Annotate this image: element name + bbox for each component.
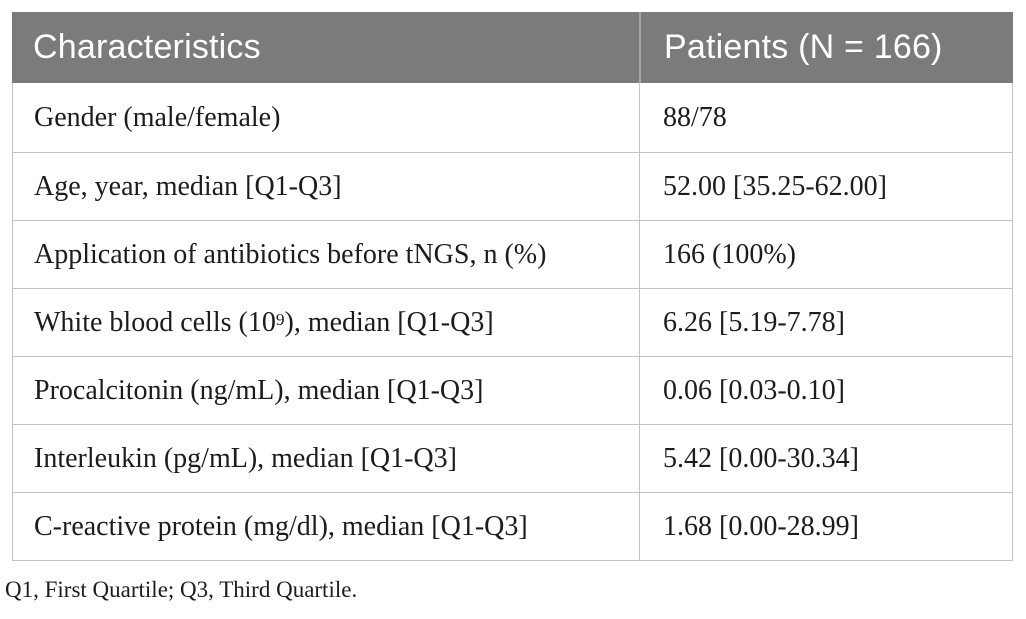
table-row-procalcitonin: Procalcitonin (ng/mL), median [Q1-Q3] 0.… bbox=[13, 356, 1012, 424]
row-value: 52.00 [35.25-62.00] bbox=[663, 170, 887, 202]
table-footnote: Q1, First Quartile; Q3, Third Quartile. bbox=[5, 577, 358, 602]
row-label: Interleukin (pg/mL), median [Q1-Q3] bbox=[13, 425, 640, 492]
row-label: C-reactive protein (mg/dl), median [Q1-Q… bbox=[13, 493, 640, 560]
row-label-text: Interleukin (pg/mL), median [Q1-Q3] bbox=[34, 442, 457, 474]
row-label: Age, year, median [Q1-Q3] bbox=[13, 153, 640, 220]
table-body: Gender (male/female) 88/78 Age, year, me… bbox=[12, 83, 1013, 561]
row-value: 1.68 [0.00-28.99] bbox=[663, 510, 859, 542]
row-value: 0.06 [0.03-0.10] bbox=[663, 374, 845, 406]
row-label: Application of antibiotics before tNGS, … bbox=[13, 221, 640, 288]
table-row-gender: Gender (male/female) 88/78 bbox=[13, 83, 1012, 152]
header-cell-characteristics: Characteristics bbox=[33, 28, 261, 66]
row-label: Gender (male/female) bbox=[13, 83, 640, 152]
row-label-text: Procalcitonin (ng/mL), median [Q1-Q3] bbox=[34, 374, 484, 406]
row-label-text: Application of antibiotics before tNGS, … bbox=[34, 238, 547, 270]
header-cell-patients: Patients (N = 166) bbox=[639, 12, 1013, 83]
row-label: White blood cells (10 9), median [Q1-Q3] bbox=[13, 289, 640, 356]
row-label-text: White blood cells (10 bbox=[34, 306, 276, 338]
table-row-c-reactive-protein: C-reactive protein (mg/dl), median [Q1-Q… bbox=[13, 492, 1012, 560]
table-header-row: Characteristics Patients (N = 166) bbox=[12, 12, 1013, 83]
row-value: 6.26 [5.19-7.78] bbox=[663, 306, 845, 338]
row-label-text: C-reactive protein (mg/dl), median [Q1-Q… bbox=[34, 510, 528, 542]
table-row-white-blood-cells: White blood cells (10 9), median [Q1-Q3] … bbox=[13, 288, 1012, 356]
table-row-age: Age, year, median [Q1-Q3] 52.00 [35.25-6… bbox=[13, 152, 1012, 220]
row-value: 88/78 bbox=[663, 101, 727, 133]
row-label: Procalcitonin (ng/mL), median [Q1-Q3] bbox=[13, 357, 640, 424]
row-value: 166 (100%) bbox=[663, 238, 796, 270]
characteristics-table: Characteristics Patients (N = 166) Gende… bbox=[12, 12, 1013, 561]
row-value: 5.42 [0.00-30.34] bbox=[663, 442, 859, 474]
table-row-antibiotics: Application of antibiotics before tNGS, … bbox=[13, 220, 1012, 288]
row-label-text: ), median [Q1-Q3] bbox=[284, 306, 494, 338]
row-label-text: Age, year, median [Q1-Q3] bbox=[34, 170, 342, 202]
row-label-text: Gender (male/female) bbox=[34, 101, 281, 133]
table-row-interleukin: Interleukin (pg/mL), median [Q1-Q3] 5.42… bbox=[13, 424, 1012, 492]
